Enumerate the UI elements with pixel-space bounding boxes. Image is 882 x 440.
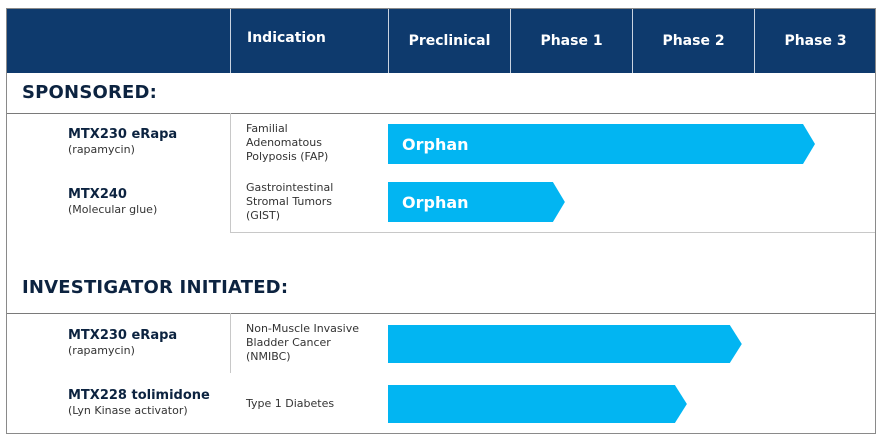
divider: [230, 232, 876, 233]
bar-label: Orphan: [402, 192, 469, 212]
progress-bar: Orphan: [388, 182, 565, 222]
indication: Non-Muscle Invasive Bladder Cancer (NMIB…: [246, 322, 359, 363]
column-phase-2: Phase 2: [632, 9, 754, 73]
progress-bar: [388, 385, 687, 423]
column-preclinical: Preclinical: [388, 9, 510, 73]
indication: Type 1 Diabetes: [246, 397, 335, 410]
drug-name: MTX228 tolimidone: [68, 388, 210, 403]
drug-name: MTX240: [68, 187, 127, 202]
indication: Familial Adenomatous Polyposis (FAP): [246, 122, 329, 163]
drug-label: MTX228 tolimidone (Lyn Kinase activator): [68, 388, 210, 417]
progress-bar: [388, 325, 742, 363]
drug-name: MTX230 eRapa: [68, 328, 178, 343]
indication: Gastrointestinal Stromal Tumors (GIST): [246, 181, 334, 222]
drug-name: MTX230 eRapa: [68, 127, 178, 142]
column-indication: Indication: [230, 9, 388, 73]
drug-subtitle: (rapamycin): [68, 344, 135, 357]
column-phase-3: Phase 3: [754, 9, 876, 73]
divider: [7, 113, 876, 114]
section-title-sponsored: SPONSORED:: [22, 82, 158, 103]
divider: [230, 113, 231, 232]
divider: [7, 313, 876, 314]
bar-label: Orphan: [402, 134, 469, 154]
drug-subtitle: (Lyn Kinase activator): [68, 404, 188, 417]
drug-label: MTX230 eRapa (rapamycin): [68, 328, 177, 357]
drug-subtitle: (rapamycin): [68, 143, 135, 156]
header-bar: [7, 9, 876, 73]
drug-label: MTX240 (Molecular glue): [68, 187, 157, 216]
progress-bar: Orphan: [388, 124, 815, 164]
divider: [230, 313, 231, 373]
drug-subtitle: (Molecular glue): [68, 203, 158, 216]
drug-label: MTX230 eRapa (rapamycin): [68, 127, 177, 156]
column-phase-1: Phase 1: [510, 9, 632, 73]
section-title-investigator-initiated: INVESTIGATOR INITIATED:: [22, 277, 289, 298]
table-frame: [6, 8, 876, 434]
